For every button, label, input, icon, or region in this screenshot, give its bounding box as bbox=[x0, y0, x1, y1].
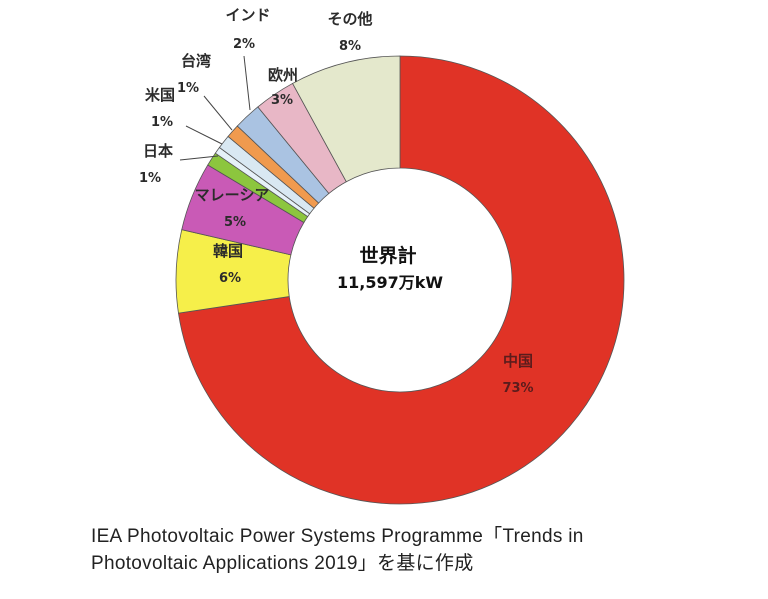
slice-name-label: マレーシア bbox=[195, 186, 270, 204]
donut-chart: 中国73%韓国6%マレーシア5%日本1%米国1%台湾1%インド2%欧州3%その他… bbox=[139, 6, 625, 505]
leader-line bbox=[185, 125, 223, 145]
slice-percent-label: 1% bbox=[177, 81, 199, 96]
slice-その他 bbox=[292, 55, 401, 183]
slice-name-label: 台湾 bbox=[181, 52, 211, 70]
slice-name-label: インド bbox=[225, 6, 270, 24]
donut-slices bbox=[175, 55, 625, 505]
caption-line-1: IEA Photovoltaic Power Systems Programme… bbox=[91, 526, 584, 547]
slice-name-label: 米国 bbox=[145, 86, 175, 104]
caption-line-2: Photovoltaic Applications 2019」を基に作成 bbox=[91, 553, 474, 574]
leader-line bbox=[243, 55, 251, 111]
slice-percent-label: 8% bbox=[339, 39, 361, 54]
center-value: 11,597万kW bbox=[337, 273, 443, 292]
slice-name-label: 中国 bbox=[503, 352, 533, 370]
slice-name-label: 韓国 bbox=[213, 242, 243, 260]
slice-percent-label: 5% bbox=[224, 215, 246, 230]
slice-name-label: その他 bbox=[327, 10, 372, 28]
slice-percent-label: 6% bbox=[219, 271, 241, 286]
slice-percent-label: 1% bbox=[151, 115, 173, 130]
slice-name-label: 日本 bbox=[143, 142, 173, 160]
slice-percent-label: 1% bbox=[139, 171, 161, 186]
slice-name-label: 欧州 bbox=[268, 66, 298, 84]
leader-line bbox=[203, 95, 233, 131]
slice-labels: 中国73%韓国6%マレーシア5%日本1%米国1%台湾1%インド2%欧州3%その他… bbox=[139, 6, 534, 396]
leader-lines bbox=[179, 55, 251, 161]
leader-line bbox=[179, 155, 219, 161]
slice-percent-label: 2% bbox=[233, 37, 255, 52]
source-caption: IEA Photovoltaic Power Systems Programme… bbox=[91, 523, 751, 577]
slice-percent-label: 3% bbox=[271, 93, 293, 108]
slice-中国 bbox=[178, 55, 625, 505]
slice-percent-label: 73% bbox=[502, 381, 533, 396]
center-title: 世界計 bbox=[359, 244, 416, 267]
